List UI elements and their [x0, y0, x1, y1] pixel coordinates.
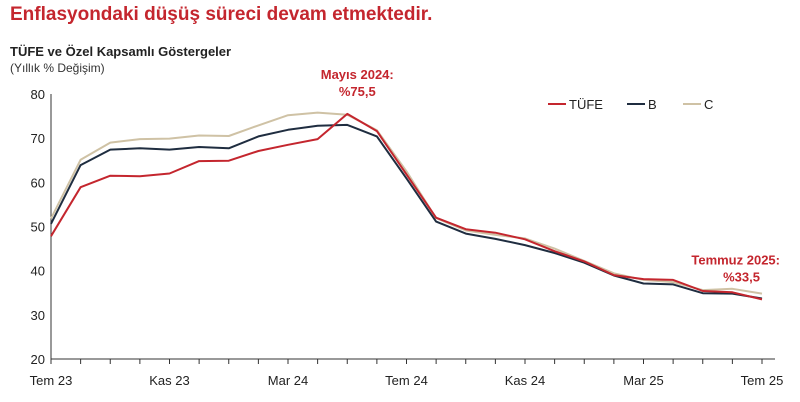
y-tick-label: 50	[31, 220, 45, 235]
legend-label: C	[704, 97, 713, 112]
annotation-label: %33,5	[723, 269, 760, 284]
headline: Enflasyondaki düşüş süreci devam etmekte…	[10, 4, 433, 25]
chart-title: TÜFE ve Özel Kapsamlı Göstergeler	[10, 44, 232, 59]
chart-axes: 20 30 40 50 60 70 80 Tem 23 Kas 23 Mar 24 Tem 24 Ka…	[30, 87, 784, 388]
annotation-label: Mayıs 2024:	[321, 67, 394, 82]
series-line-tüfe	[50, 112, 763, 301]
legend-label: TÜFE	[569, 97, 603, 112]
x-tick-label: Tem 23	[30, 373, 73, 388]
y-tick-label: 30	[31, 308, 45, 323]
series-line-c	[50, 111, 763, 295]
x-tick-label: Mar 24	[268, 373, 308, 388]
y-tick-label: 40	[31, 264, 45, 279]
series-line-b	[50, 123, 763, 300]
chart-legend: TÜFE B C	[548, 97, 713, 112]
x-tick-label: Mar 25	[623, 373, 663, 388]
y-axis-unit-label: (Yıllık % Değişim)	[10, 61, 105, 75]
annotation-label: %75,5	[339, 84, 376, 99]
annotation-label: Temmuz 2025:	[691, 252, 780, 267]
y-tick-label: 80	[31, 87, 45, 102]
x-tick-label: Tem 24	[385, 373, 428, 388]
chart-series-lines	[50, 111, 763, 301]
y-tick-label: 70	[31, 131, 45, 146]
x-tick-label: Kas 24	[505, 373, 545, 388]
x-tick-label: Tem 25	[741, 373, 784, 388]
legend-label: B	[648, 97, 657, 112]
x-tick-label: Kas 23	[149, 373, 189, 388]
chart-annotations: Mayıs 2024: %75,5 Temmuz 2025: %33,5	[321, 67, 780, 285]
y-tick-label: 20	[31, 352, 45, 367]
y-tick-label: 60	[31, 175, 45, 190]
